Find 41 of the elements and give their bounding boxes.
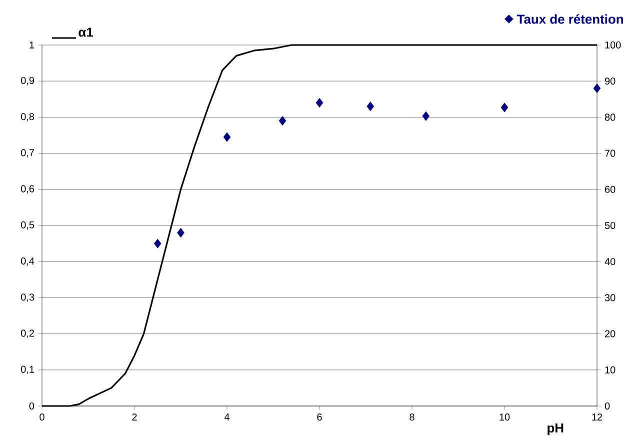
point [316, 98, 324, 108]
y-tick-label: 0,7 [21, 149, 34, 158]
x-tick-label: 2 [132, 414, 137, 420]
point [422, 111, 430, 121]
y2-tick-label: 20 [605, 330, 616, 338]
y2-tick-label: 80 [604, 114, 616, 121]
y-tick-label: 0 [29, 402, 34, 410]
point [366, 102, 374, 112]
x-tick-label: 8 [410, 414, 414, 421]
point [154, 238, 162, 248]
y-tick-label: 0,4 [21, 257, 34, 266]
point [223, 132, 231, 142]
y2-tick-label: 30 [604, 294, 616, 302]
point [593, 84, 601, 94]
y-tick-label: 0,8 [21, 113, 34, 122]
y-tick-label: 0,6 [21, 185, 34, 194]
x-tick-label: 0 [40, 414, 44, 421]
x-tick-label: 6 [317, 414, 322, 421]
y2-tick-label: 50 [604, 222, 616, 230]
y-tick-label: 0,2 [21, 330, 34, 338]
x-tick-label: 12 [592, 414, 602, 420]
x-tick-label: 10 [500, 414, 510, 421]
y2-tick-label: 90 [604, 78, 616, 85]
x-axis-title: pH [548, 424, 564, 436]
point [177, 228, 184, 238]
x-tick-label: 4 [224, 414, 230, 420]
y2-tick-label: 60 [605, 186, 616, 193]
y-tick-label: 0,3 [21, 294, 34, 302]
point [278, 116, 286, 126]
point [500, 102, 508, 112]
y2-tick-label: 70 [605, 150, 616, 157]
legend-label: α1 [78, 28, 94, 37]
y2-tick-label: 10 [605, 366, 616, 374]
y-tick-label: 0,9 [21, 76, 34, 86]
y-tick-label: 0,5 [21, 221, 34, 230]
y-tick-label: 1 [30, 42, 34, 48]
y2-tick-label: 0 [604, 402, 610, 410]
legend-label: Taux de rétention [516, 14, 623, 24]
y-tick-label: 0,1 [21, 366, 34, 374]
y2-tick-label: 40 [604, 258, 616, 266]
y2-tick-label: 100 [605, 41, 621, 49]
